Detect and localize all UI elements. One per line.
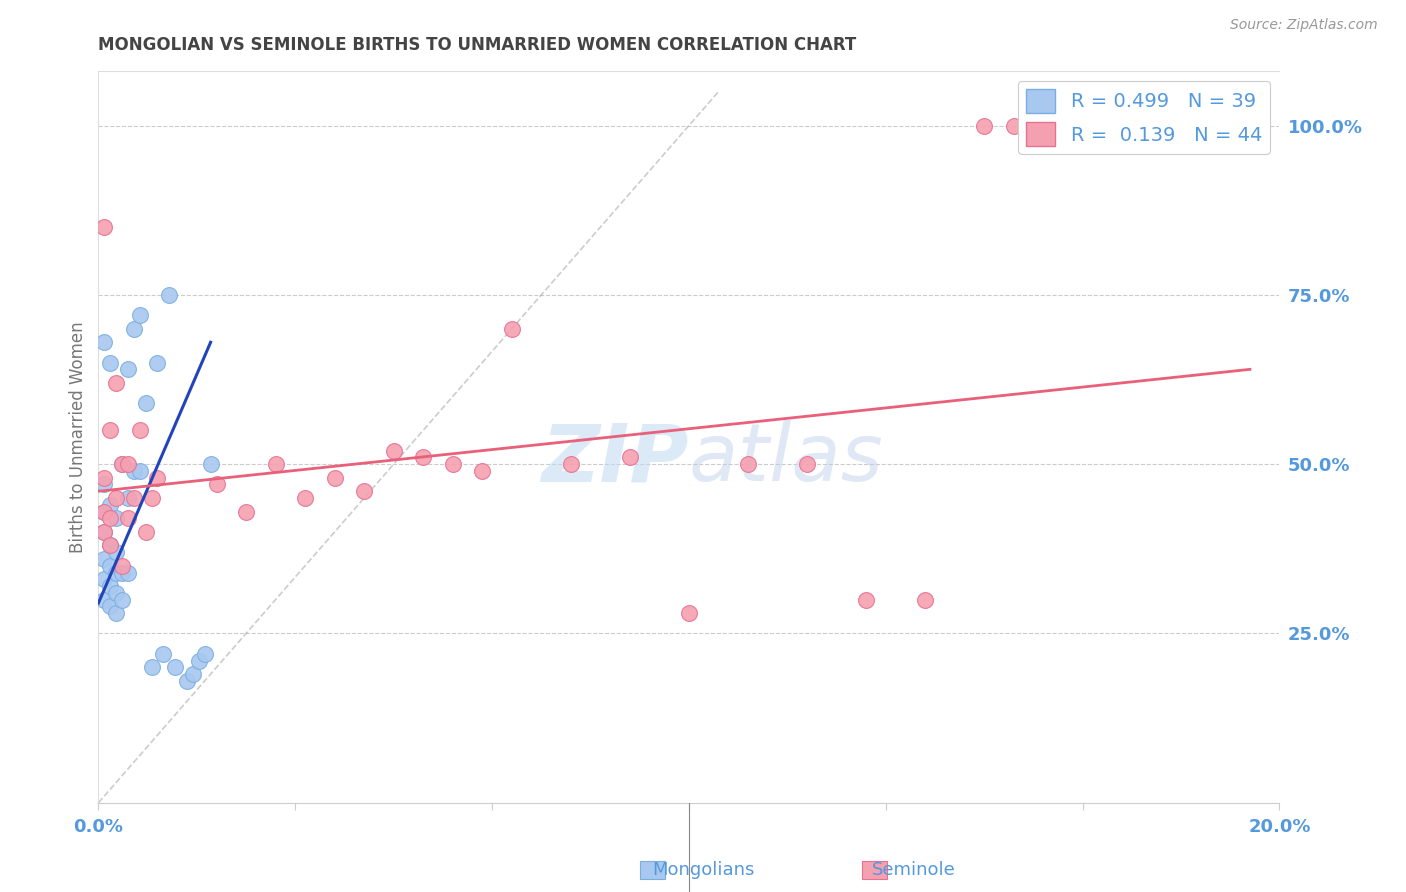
Point xyxy=(111,457,134,471)
Point xyxy=(93,524,115,539)
Point xyxy=(93,335,115,350)
Point xyxy=(176,673,198,688)
Point xyxy=(796,457,818,471)
Point xyxy=(98,498,121,512)
Point xyxy=(152,647,174,661)
Point xyxy=(98,423,121,437)
Point xyxy=(105,491,128,505)
Point xyxy=(93,552,115,566)
Point xyxy=(353,484,375,499)
Point xyxy=(98,538,121,552)
Point xyxy=(135,524,157,539)
Point xyxy=(235,505,257,519)
Point xyxy=(93,220,115,235)
Point xyxy=(93,505,115,519)
Text: Source: ZipAtlas.com: Source: ZipAtlas.com xyxy=(1230,18,1378,32)
Point xyxy=(141,491,163,505)
Point xyxy=(141,660,163,674)
Point xyxy=(200,457,222,471)
Point xyxy=(105,545,128,559)
Point xyxy=(323,471,346,485)
Point xyxy=(122,464,145,478)
Point xyxy=(181,667,204,681)
Point xyxy=(128,308,150,322)
Point xyxy=(93,477,115,491)
Point xyxy=(117,491,139,505)
Point xyxy=(678,606,700,620)
Point xyxy=(98,579,121,593)
Point xyxy=(619,450,641,465)
Text: Mongolians: Mongolians xyxy=(652,861,754,879)
Point xyxy=(98,511,121,525)
Point xyxy=(1062,119,1084,133)
Point xyxy=(501,322,523,336)
Point xyxy=(105,586,128,600)
Point xyxy=(1180,119,1202,133)
Text: atlas: atlas xyxy=(689,420,884,498)
Point xyxy=(1002,119,1025,133)
Point xyxy=(93,505,115,519)
Point xyxy=(117,511,139,525)
Point xyxy=(128,423,150,437)
Point xyxy=(187,654,209,668)
Point xyxy=(471,464,494,478)
Point xyxy=(93,524,115,539)
Point xyxy=(382,443,405,458)
Point xyxy=(105,566,128,580)
Point xyxy=(135,396,157,410)
Point xyxy=(737,457,759,471)
Point xyxy=(117,566,139,580)
Point xyxy=(412,450,434,465)
Text: MONGOLIAN VS SEMINOLE BIRTHS TO UNMARRIED WOMEN CORRELATION CHART: MONGOLIAN VS SEMINOLE BIRTHS TO UNMARRIE… xyxy=(98,36,856,54)
Point xyxy=(93,471,115,485)
Point xyxy=(914,592,936,607)
Point xyxy=(205,477,228,491)
Point xyxy=(128,464,150,478)
Point xyxy=(117,457,139,471)
Point xyxy=(146,355,169,369)
Point xyxy=(98,355,121,369)
Point xyxy=(1150,119,1173,133)
Point xyxy=(165,660,187,674)
Point xyxy=(264,457,287,471)
Point xyxy=(973,119,995,133)
Legend: R = 0.499   N = 39, R =  0.139   N = 44: R = 0.499 N = 39, R = 0.139 N = 44 xyxy=(1018,81,1270,153)
Point xyxy=(111,457,134,471)
Point xyxy=(105,376,128,390)
Point xyxy=(441,457,464,471)
Point xyxy=(111,566,134,580)
Point xyxy=(111,592,134,607)
Point xyxy=(560,457,582,471)
Point xyxy=(855,592,877,607)
Point xyxy=(98,599,121,614)
Point xyxy=(146,471,169,485)
Point xyxy=(1032,119,1054,133)
Point xyxy=(122,322,145,336)
Text: ZIP: ZIP xyxy=(541,420,689,498)
Point xyxy=(93,592,115,607)
Point xyxy=(157,288,180,302)
Point xyxy=(105,511,128,525)
Point xyxy=(122,491,145,505)
Point xyxy=(1121,119,1143,133)
Point xyxy=(194,647,217,661)
Point xyxy=(117,362,139,376)
Point xyxy=(93,572,115,586)
Text: Seminole: Seminole xyxy=(872,861,956,879)
Point xyxy=(105,606,128,620)
Point xyxy=(294,491,316,505)
Point xyxy=(1239,119,1261,133)
Point xyxy=(98,538,121,552)
Point xyxy=(111,558,134,573)
Point xyxy=(98,558,121,573)
Y-axis label: Births to Unmarried Women: Births to Unmarried Women xyxy=(69,321,87,553)
